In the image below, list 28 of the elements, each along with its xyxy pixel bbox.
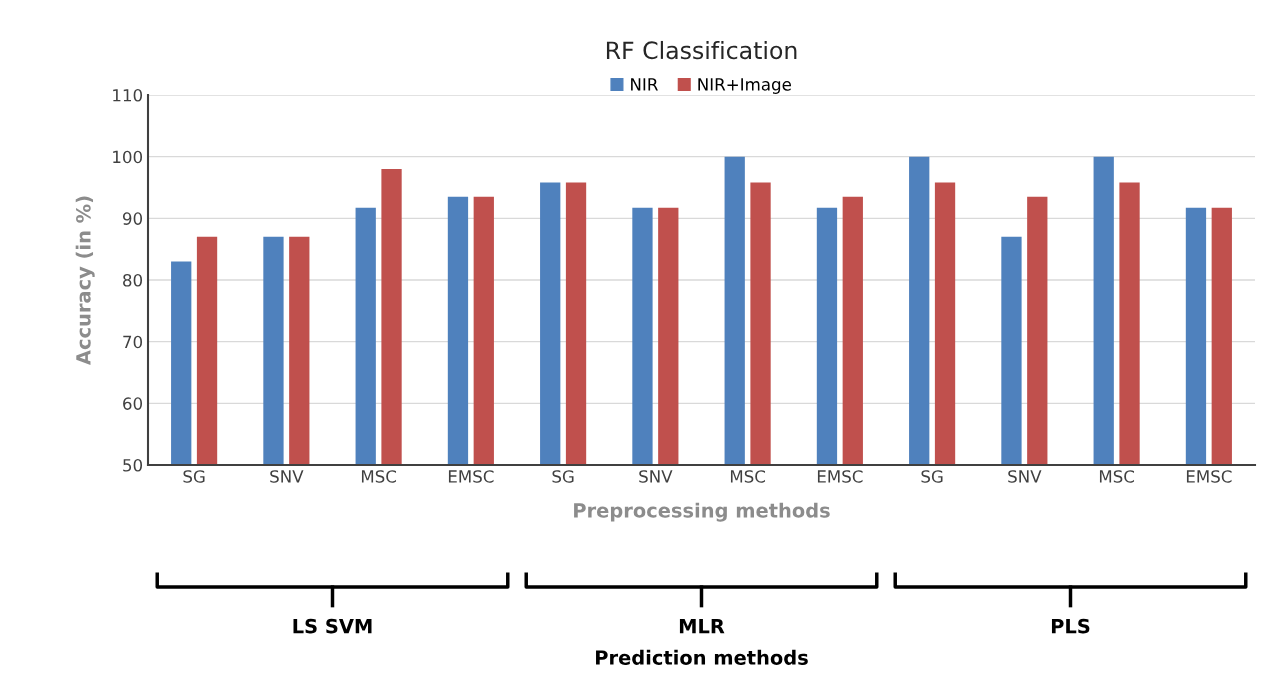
text: MLR [679, 618, 725, 634]
y-tick-label: 70 [123, 335, 143, 349]
x-tick-label: SG [921, 470, 943, 483]
text: Prediction methods [596, 649, 808, 665]
chart-title: RF Classification [606, 40, 797, 60]
legend-label: NIR+Image [698, 78, 791, 94]
x-axis-title: Preprocessing methods [574, 502, 830, 522]
x-tick-label: EMSC [1186, 470, 1232, 483]
y-tick-label: 60 [123, 397, 143, 410]
y-axis-title: Accuracy (in %) [75, 196, 95, 365]
x-tick-label: EMSC [817, 470, 863, 483]
x-tick-label: EMSC [448, 470, 494, 483]
x-tick-label: SG [552, 470, 574, 483]
x-tick-label: SNV [1008, 470, 1042, 483]
y-tick-label: 100 [113, 150, 143, 164]
x-tick-label: MSC [361, 470, 397, 483]
x-tick-label: MSC [730, 470, 766, 483]
x-tick-label: SNV [270, 470, 304, 483]
text: PLS [1051, 618, 1090, 634]
text: LS SVM [293, 618, 372, 634]
y-tick-label: 80 [123, 273, 143, 287]
x-tick-label: MSC [1099, 470, 1135, 483]
y-tick-label: 110 [113, 88, 143, 102]
x-tick-label: SNV [639, 470, 673, 483]
y-tick-label: 50 [123, 458, 143, 472]
y-tick-label: 90 [122, 212, 143, 225]
x-tick-label: SG [183, 470, 205, 483]
legend-label: NIR [631, 78, 658, 91]
